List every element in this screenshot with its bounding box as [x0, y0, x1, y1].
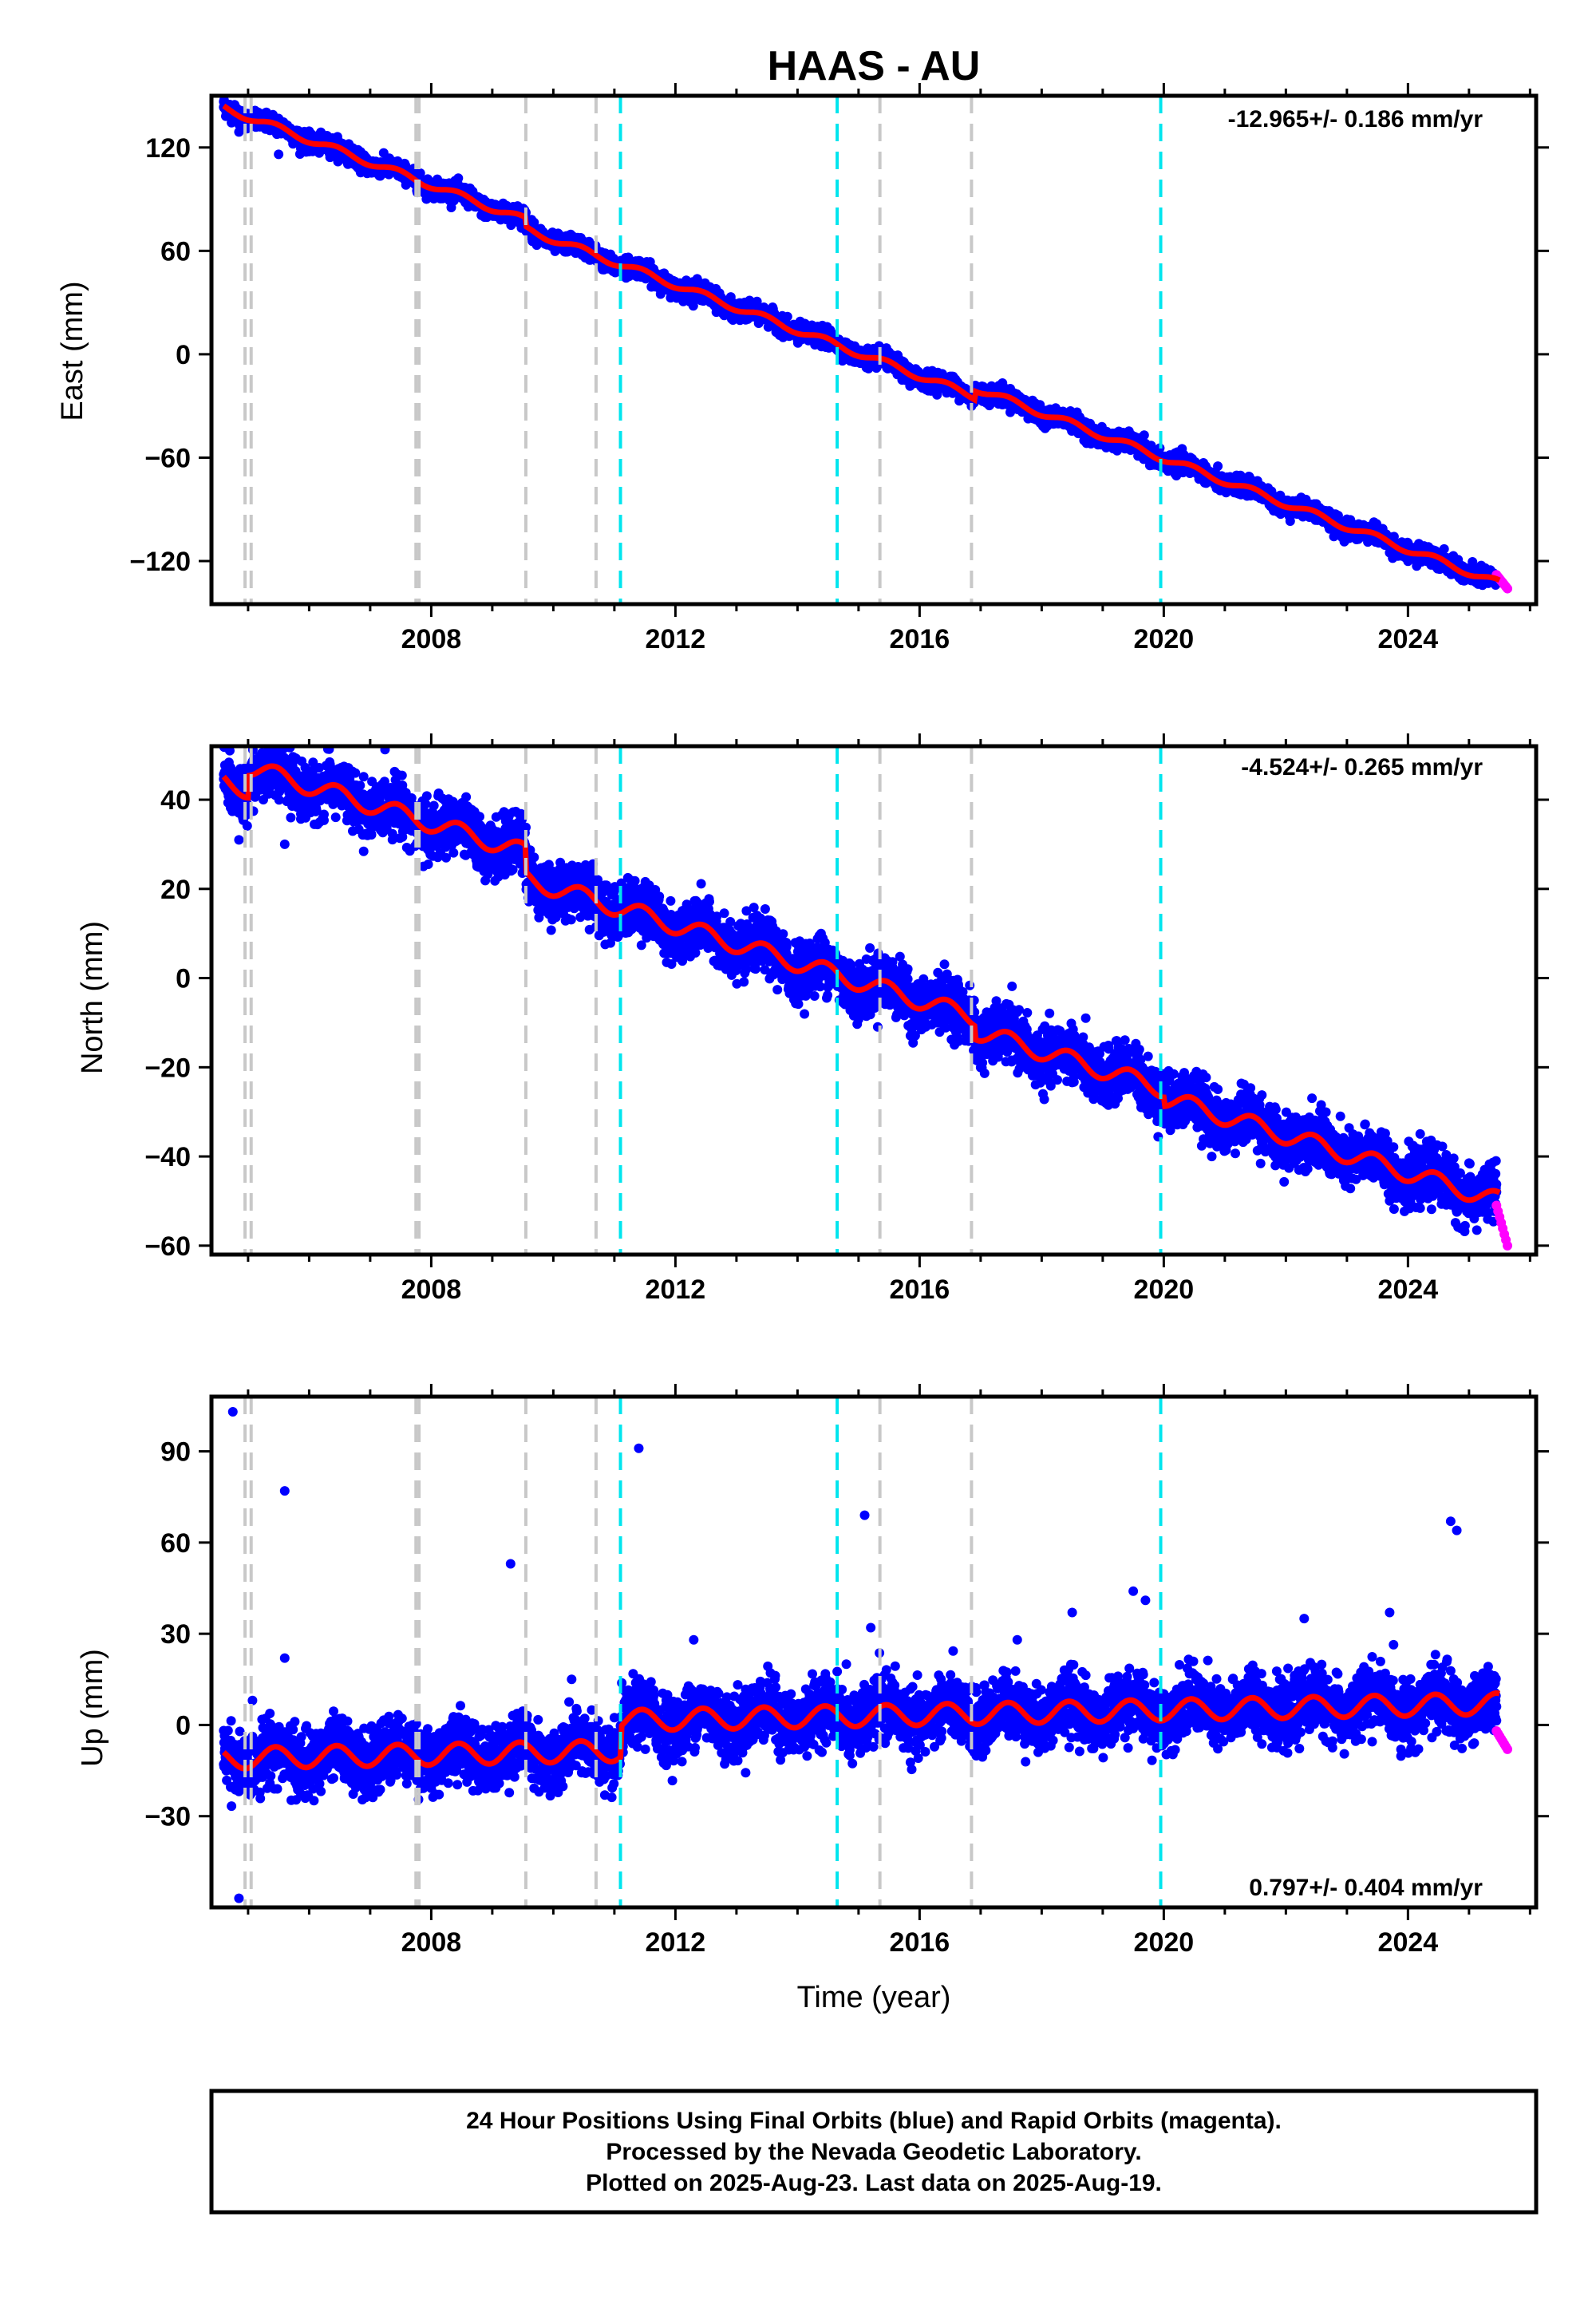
footer-box: 24 Hour Positions Using Final Orbits (bl… [209, 2089, 1539, 2215]
east-final-point [333, 156, 343, 167]
east-final-point [688, 301, 698, 311]
east-final-point [782, 311, 792, 322]
east-final-point [1213, 461, 1223, 472]
east-final-point [453, 173, 464, 184]
footer-line-3: Plotted on 2025-Aug-23. Last data on 202… [586, 2170, 1162, 2196]
footer-line-2: Processed by the Nevada Geodetic Laborat… [606, 2139, 1141, 2165]
east-final-point [1139, 430, 1149, 441]
footer-line-1: 24 Hour Positions Using Final Orbits (bl… [466, 2108, 1282, 2134]
